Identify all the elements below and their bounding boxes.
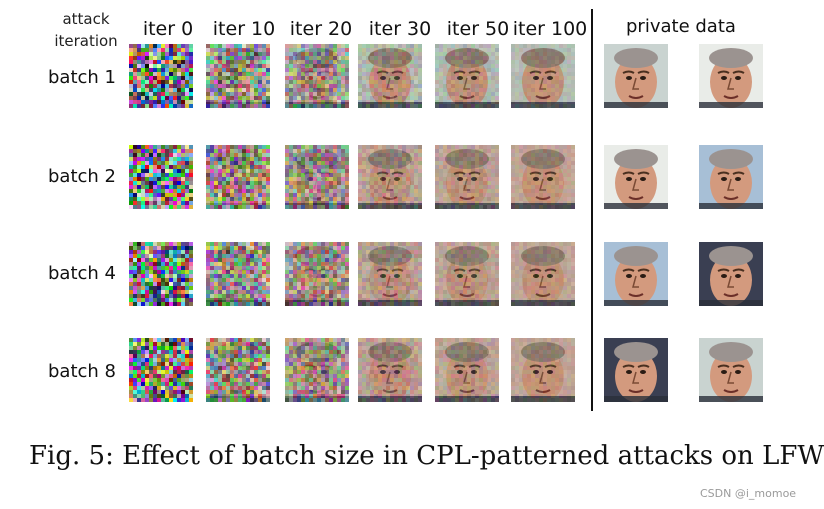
attack-iteration-label: attack iteration <box>46 8 126 52</box>
row-label-batch-1: batch 1 <box>48 67 116 88</box>
column-header-iter-30: iter 30 <box>368 18 432 40</box>
private-data-image <box>604 242 668 306</box>
private-data-divider <box>591 9 593 411</box>
attack-label-line1: attack <box>62 10 110 28</box>
reconstruction-image <box>435 338 499 402</box>
private-data-image <box>699 338 763 402</box>
watermark: CSDN @i_momoe <box>700 487 797 500</box>
attack-label-line2: iteration <box>54 32 118 50</box>
reconstruction-image <box>358 242 422 306</box>
reconstruction-image <box>206 242 270 306</box>
row-label-batch-2: batch 2 <box>48 166 116 187</box>
reconstruction-image <box>435 242 499 306</box>
private-data-image <box>604 145 668 209</box>
reconstruction-image <box>435 145 499 209</box>
figure-caption: Fig. 5: Effect of batch size in CPL-patt… <box>29 441 824 471</box>
column-header-iter-20: iter 20 <box>289 18 353 40</box>
private-data-image <box>604 44 668 108</box>
reconstruction-image <box>206 44 270 108</box>
reconstruction-image <box>511 242 575 306</box>
reconstruction-image <box>129 44 193 108</box>
private-data-header: private data <box>626 16 736 37</box>
reconstruction-image <box>358 44 422 108</box>
reconstruction-image <box>358 145 422 209</box>
reconstruction-image <box>511 145 575 209</box>
column-header-iter-50: iter 50 <box>446 18 510 40</box>
reconstruction-image <box>435 44 499 108</box>
private-data-image <box>699 242 763 306</box>
column-header-iter-100: iter 100 <box>512 18 588 40</box>
private-data-image <box>699 145 763 209</box>
reconstruction-image <box>511 338 575 402</box>
reconstruction-image <box>206 338 270 402</box>
reconstruction-image <box>129 338 193 402</box>
private-data-image <box>699 44 763 108</box>
reconstruction-image <box>358 338 422 402</box>
row-label-batch-4: batch 4 <box>48 263 116 284</box>
reconstruction-image <box>129 145 193 209</box>
reconstruction-image <box>129 242 193 306</box>
private-data-image <box>604 338 668 402</box>
reconstruction-image <box>285 338 349 402</box>
column-header-iter-0: iter 0 <box>142 18 194 40</box>
reconstruction-image <box>511 44 575 108</box>
reconstruction-image <box>285 145 349 209</box>
reconstruction-image <box>285 242 349 306</box>
column-header-iter-10: iter 10 <box>212 18 276 40</box>
reconstruction-image <box>206 145 270 209</box>
row-label-batch-8: batch 8 <box>48 361 116 382</box>
reconstruction-image <box>285 44 349 108</box>
